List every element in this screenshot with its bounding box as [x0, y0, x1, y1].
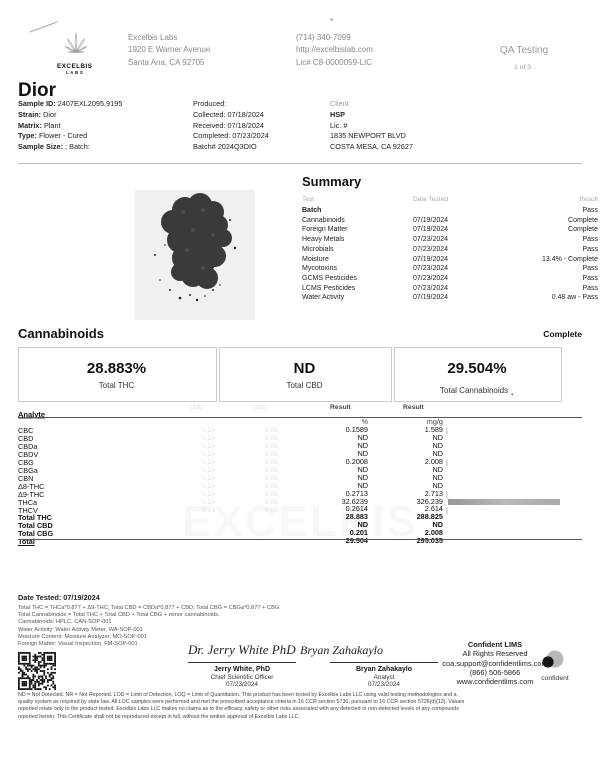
svg-text:Dr. Jerry White PhD: Dr. Jerry White PhD	[188, 642, 296, 657]
svg-text:Bryan Zahakaylo: Bryan Zahakaylo	[300, 643, 383, 657]
